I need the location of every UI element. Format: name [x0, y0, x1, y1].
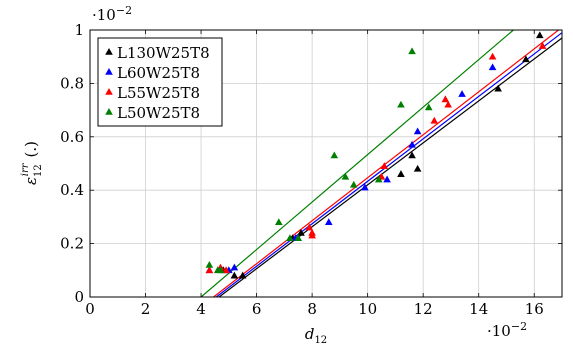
data-point-l130w25t8	[238, 271, 247, 279]
data-point-l50w25t8	[397, 100, 405, 108]
data-point-l130w25t8	[397, 170, 405, 177]
y-tick-label: 0.2	[60, 235, 84, 253]
data-point-l55w25t8	[430, 116, 439, 124]
data-point-l50w25t8	[330, 151, 339, 159]
legend-marker-l50w25t8	[105, 108, 113, 115]
data-point-l50w25t8	[286, 234, 294, 242]
data-point-l50w25t8	[216, 266, 225, 274]
legend: L130W25T8 L60W25T8 L55W25T8 L50W25T8	[97, 37, 223, 127]
data-point-l50w25t8	[374, 175, 383, 183]
data-point-l60w25t8	[383, 175, 391, 183]
fit-lines	[200, 30, 562, 297]
data-point-l60w25t8	[408, 140, 416, 148]
x-tick-label: 2	[141, 300, 151, 318]
legend-box	[97, 37, 223, 127]
data-point-l50w25t8	[349, 180, 358, 188]
fit-line-l55w25t8	[213, 30, 560, 297]
data-point-l55w25t8	[222, 266, 230, 274]
data-point-l55w25t8	[488, 52, 497, 60]
fit-line-l50w25t8	[200, 30, 514, 297]
data-point-l130w25t8	[297, 228, 305, 236]
data-points	[205, 31, 547, 279]
legend-label-l130w25t8: L130W25T8	[117, 44, 210, 62]
legend-label-l55w25t8: L55W25T8	[117, 84, 200, 102]
x-tick-label: 12	[414, 300, 433, 318]
x-tick-label: 6	[252, 300, 262, 318]
x-tick-label: 16	[525, 300, 544, 318]
data-point-l55w25t8	[441, 95, 450, 103]
data-point-l50w25t8	[275, 218, 283, 226]
legend-label-l60w25t8: L60W25T8	[117, 64, 200, 82]
data-point-l55w25t8	[380, 162, 389, 169]
data-point-l60w25t8	[324, 218, 333, 226]
data-point-l50w25t8	[205, 260, 214, 268]
legend-marker-l130w25t8	[105, 48, 113, 55]
data-point-l50w25t8	[341, 172, 350, 180]
data-point-l55w25t8	[538, 42, 547, 49]
fit-line-l60w25t8	[215, 32, 562, 297]
x-tick-label: 14	[469, 300, 488, 318]
data-point-l60w25t8	[361, 183, 369, 191]
data-point-l50w25t8	[424, 103, 433, 111]
x-tick-label: 10	[358, 300, 377, 318]
data-point-l130w25t8	[408, 151, 416, 159]
y-tick-label: 0.4	[60, 181, 84, 199]
data-point-l60w25t8	[458, 90, 466, 97]
y-tick-label: 1	[74, 21, 84, 39]
data-point-l55w25t8	[305, 223, 314, 231]
legend-label-l50w25t8: L50W25T8	[117, 104, 200, 122]
y-tick-label: 0	[74, 288, 84, 306]
data-point-l130w25t8	[230, 271, 239, 279]
data-point-l50w25t8	[294, 234, 303, 242]
x-tick-label: 0	[85, 300, 95, 318]
data-point-l130w25t8	[522, 55, 530, 63]
y-tick-label: 0.8	[60, 74, 84, 92]
data-point-l60w25t8	[413, 127, 422, 135]
y-tick-labels: 0 0.2 0.4 0.6 0.8 1	[60, 21, 562, 306]
x-tick-label: 4	[196, 300, 206, 318]
legend-marker-l55w25t8	[105, 88, 113, 95]
data-point-l60w25t8	[230, 263, 239, 271]
fit-line-l130w25t8	[218, 37, 562, 297]
x-multiplier: ·10−2	[487, 320, 527, 340]
y-axis-label: ε12irr(.)	[20, 141, 44, 185]
data-point-l130w25t8	[494, 84, 502, 92]
data-point-l60w25t8	[488, 63, 497, 71]
data-point-l130w25t8	[413, 164, 422, 172]
data-point-l50w25t8	[408, 47, 416, 55]
legend-marker-l60w25t8	[105, 68, 113, 75]
y-multiplier: ·10−2	[92, 4, 132, 24]
plot-frame	[89, 29, 563, 298]
data-point-l55w25t8	[205, 266, 214, 274]
x-axis-label: d12	[305, 325, 327, 346]
data-point-l55w25t8	[308, 231, 316, 239]
y-tick-label: 0.6	[60, 128, 84, 146]
data-point-l55w25t8	[444, 100, 452, 108]
data-point-l130w25t8	[535, 31, 544, 39]
x-tick-labels: 0 2 4 6 8 10 12 14 16	[85, 30, 544, 318]
x-tick-label: 8	[307, 300, 317, 318]
